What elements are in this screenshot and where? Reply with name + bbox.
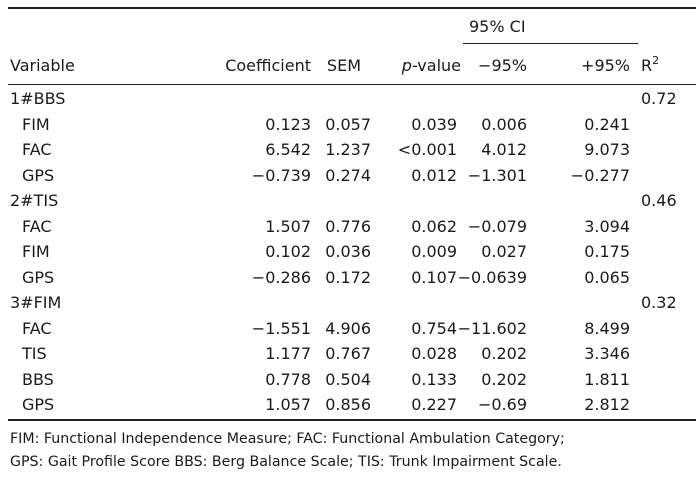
cell-p-value: 0.227 <box>411 395 457 414</box>
cell-coefficient: −1.551 <box>251 318 311 338</box>
header-sem: SEM <box>326 56 361 75</box>
cell-coefficient: −0.739 <box>251 165 311 185</box>
cell-ci-high: −0.277 <box>570 165 630 185</box>
cell-sem: 4.906 <box>325 318 371 338</box>
header-r2-base: R <box>641 56 653 75</box>
cell-ci-low: −0.69 <box>477 395 527 414</box>
header-variable: Variable <box>10 56 75 75</box>
cell-p-value: 0.107 <box>411 267 457 287</box>
table-row: FIM 0.102 0.036 0.009 0.027 0.175 <box>0 239 700 265</box>
table-row: FIM 0.123 0.057 0.039 0.006 0.241 <box>0 112 700 138</box>
cell-variable: FAC <box>22 318 52 338</box>
footnote-line-1: FIM: Functional Independence Measure; FA… <box>10 431 565 447</box>
ci-group-rule <box>463 43 638 44</box>
cell-variable: FAC <box>22 216 52 236</box>
header-p-value: p-value <box>370 53 461 79</box>
cell-ci-high: 9.073 <box>584 140 630 159</box>
cell-ci-low: −0.0639 <box>457 267 527 287</box>
header-row: Variable Coefficient SEM p-value −95% +9… <box>0 53 700 79</box>
header-rule <box>8 84 696 85</box>
cell-ci-high: 3.346 <box>584 344 630 363</box>
group-row: 2#TIS 0.46 <box>0 188 700 214</box>
table-row: GPS 1.057 0.856 0.227 −0.69 2.812 <box>0 392 700 418</box>
cell-variable: FIM <box>22 242 50 261</box>
footnote-line-2: GPS: Gait Profile Score BBS: Berg Balanc… <box>10 454 562 470</box>
cell-p-value: 0.062 <box>411 216 457 236</box>
cell-sem: 0.274 <box>325 165 371 185</box>
header-ci-low: −95% <box>478 56 527 75</box>
cell-ci-low: 4.012 <box>481 140 527 159</box>
cell-sem: 0.172 <box>325 267 371 287</box>
cell-sem: 0.856 <box>325 395 371 414</box>
cell-ci-high: 3.094 <box>584 216 630 236</box>
cell-variable: TIS <box>22 344 47 363</box>
cell-sem: 0.036 <box>325 242 371 261</box>
cell-variable: FAC <box>22 140 52 159</box>
cell-p-value: <0.001 <box>397 140 457 159</box>
cell-p-value: 0.754 <box>411 318 457 338</box>
cell-p-value: 0.133 <box>411 369 457 389</box>
group-label: 2#TIS <box>10 191 59 210</box>
cell-sem: 0.776 <box>325 216 371 236</box>
cell-ci-high: 1.811 <box>584 369 630 389</box>
cell-coefficient: 1.507 <box>265 216 311 236</box>
group-label: 3#FIM <box>10 293 62 312</box>
cell-variable: GPS <box>22 395 55 414</box>
header-p-rest: -value <box>411 56 461 75</box>
cell-coefficient: 1.177 <box>265 344 311 363</box>
cell-ci-low: −11.602 <box>457 318 527 338</box>
cell-sem: 1.237 <box>325 140 371 159</box>
group-row: 1#BBS 0.72 <box>0 86 700 112</box>
cell-coefficient: 0.123 <box>265 114 311 134</box>
cell-ci-high: 2.812 <box>584 395 630 414</box>
cell-ci-low: 0.202 <box>481 369 527 389</box>
header-r2-sup: 2 <box>652 54 660 67</box>
cell-ci-high: 8.499 <box>584 318 630 338</box>
table-row: FAC −1.551 4.906 0.754 −11.602 8.499 <box>0 316 700 342</box>
cell-ci-low: −1.301 <box>467 165 527 185</box>
cell-p-value: 0.039 <box>411 114 457 134</box>
cell-sem: 0.504 <box>325 369 371 389</box>
cell-ci-low: 0.202 <box>481 344 527 363</box>
table-row: BBS 0.778 0.504 0.133 0.202 1.811 <box>0 367 700 393</box>
cell-p-value: 0.028 <box>411 344 457 363</box>
table-row: FAC 1.507 0.776 0.062 −0.079 3.094 <box>0 214 700 240</box>
cell-ci-high: 0.241 <box>584 114 630 134</box>
cell-sem: 0.057 <box>325 114 371 134</box>
cell-ci-low: −0.079 <box>467 216 527 236</box>
cell-coefficient: 6.542 <box>265 140 311 159</box>
top-rule <box>8 7 696 9</box>
cell-ci-low: 0.006 <box>481 114 527 134</box>
table-row: TIS 1.177 0.767 0.028 0.202 3.346 <box>0 341 700 367</box>
header-ci-high: +95% <box>581 56 630 75</box>
group-r2: 0.46 <box>641 191 677 210</box>
group-r2: 0.72 <box>641 89 677 108</box>
ci-group-label: 95% CI <box>469 17 526 36</box>
table-footnote: FIM: Functional Independence Measure; FA… <box>10 428 694 474</box>
header-r2: R2 <box>641 53 659 79</box>
table-row: GPS −0.739 0.274 0.012 −1.301 −0.277 <box>0 163 700 189</box>
cell-variable: FIM <box>22 114 50 134</box>
group-label: 1#BBS <box>10 89 66 108</box>
group-r2: 0.32 <box>641 293 677 312</box>
cell-coefficient: −0.286 <box>251 267 311 287</box>
header-coefficient: Coefficient <box>225 56 311 75</box>
header-p-italic: p <box>401 56 412 75</box>
cell-ci-high: 0.175 <box>584 242 630 261</box>
cell-p-value: 0.009 <box>411 242 457 261</box>
cell-variable: GPS <box>22 165 55 185</box>
bottom-rule <box>8 419 696 421</box>
table-row: GPS −0.286 0.172 0.107 −0.0639 0.065 <box>0 265 700 291</box>
cell-sem: 0.767 <box>325 344 371 363</box>
cell-p-value: 0.012 <box>411 165 457 185</box>
table-row: FAC 6.542 1.237 <0.001 4.012 9.073 <box>0 137 700 163</box>
cell-ci-low: 0.027 <box>481 242 527 261</box>
cell-ci-high: 0.065 <box>584 267 630 287</box>
cell-variable: GPS <box>22 267 55 287</box>
cell-coefficient: 1.057 <box>265 395 311 414</box>
cell-variable: BBS <box>22 369 54 389</box>
cell-coefficient: 0.778 <box>265 369 311 389</box>
cell-coefficient: 0.102 <box>265 242 311 261</box>
group-row: 3#FIM 0.32 <box>0 290 700 316</box>
